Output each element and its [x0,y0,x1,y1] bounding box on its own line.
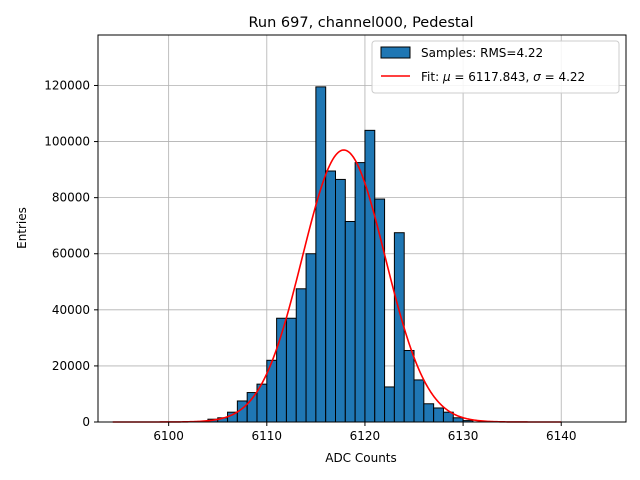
histogram-bar [354,162,366,423]
x-axis-label: ADC Counts [325,451,397,465]
histogram-bar [393,232,405,423]
histogram-bar [246,392,258,423]
histogram-bar [295,288,307,423]
legend-fit-end: = 4.22 [541,70,585,84]
histogram-bars [207,86,474,423]
histogram-bar [285,317,297,423]
x-tick-label: 6100 [153,429,184,443]
legend-fit-mid: = 6117.843, [451,70,534,84]
histogram-bar [423,403,435,423]
chart-title: Run 697, channel000, Pedestal [248,15,473,31]
histogram-bar [344,220,356,423]
legend-samples-patch [380,46,411,59]
y-axis-ticks: 0 20000 40000 60000 80000 100000 120000 [44,78,98,429]
histogram-bar [305,253,317,423]
y-tick-label: 20000 [52,359,90,373]
y-tick-label: 40000 [52,303,90,317]
histogram-bar [452,417,464,423]
histogram-bar [335,178,346,423]
legend: Samples: RMS=4.22 Fit: μ = 6117.843, σ =… [371,40,620,94]
legend-fit-prefix: Fit: [421,70,443,84]
histogram-bar [325,170,337,423]
legend-sigma-symbol: σ [533,70,541,84]
x-tick-label: 6110 [252,429,283,443]
histogram-bar [384,386,395,423]
histogram-bar [364,129,376,423]
x-axis-ticks: 6100 6110 6120 6130 6140 [153,422,577,443]
y-tick-label: 0 [82,415,90,429]
y-tick-label: 60000 [52,247,90,261]
legend-samples-label: Samples: RMS=4.22 [421,46,543,60]
histogram-bar [403,349,415,423]
histogram-bar [315,86,327,423]
legend-box [371,40,620,94]
legend-fit-label: Fit: μ = 6117.843, σ = 4.22 [421,70,585,84]
x-tick-label: 6140 [546,429,577,443]
histogram-bar [413,379,425,423]
histogram-bar [433,407,444,423]
y-tick-label: 100000 [44,135,90,149]
plot-frame [97,34,627,423]
legend-mu-symbol: μ [442,70,451,84]
x-tick-label: 6130 [448,429,479,443]
x-tick-label: 6120 [350,429,381,443]
y-axis-label: Entries [15,207,29,249]
y-tick-label: 120000 [44,78,90,92]
y-tick-label: 80000 [52,191,90,205]
